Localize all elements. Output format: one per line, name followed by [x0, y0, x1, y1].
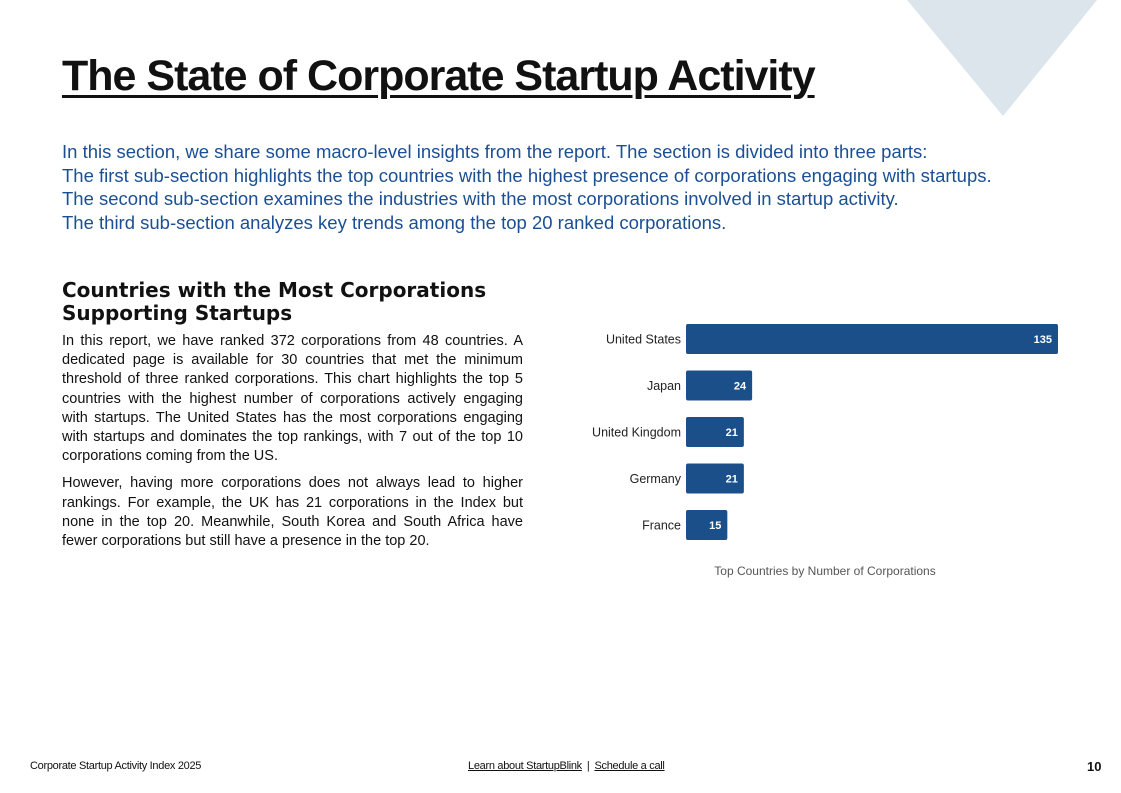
section-body: In this report, we have ranked 372 corpo…: [62, 332, 523, 559]
page-number: 10: [1087, 759, 1102, 774]
learn-about-startupblink-link[interactable]: Learn about StartupBlink: [468, 760, 582, 772]
category-label: Japan: [647, 379, 681, 393]
bar: [686, 370, 753, 401]
bar: [686, 324, 1058, 354]
footer-separator: |: [586, 760, 590, 772]
category-label: United Kingdom: [592, 426, 681, 440]
body-paragraph: In this report, we have ranked 372 corpo…: [62, 333, 523, 465]
bar-value-label: 135: [1034, 334, 1052, 346]
footer-report-name: Corporate Startup Activity Index 2025: [30, 760, 202, 772]
bar-value-label: 21: [726, 427, 738, 439]
bar: [686, 463, 744, 494]
bar-value-label: 15: [709, 520, 721, 532]
intro-line: The first sub-section highlights the top…: [62, 164, 992, 186]
schedule-call-link[interactable]: Schedule a call: [594, 760, 665, 772]
bar: [686, 510, 728, 540]
footer-links: Learn about StartupBlink | Schedule a call: [468, 760, 665, 772]
body-paragraph: However, having more corporations does n…: [62, 475, 523, 550]
intro-text: In this section, we share some macro-lev…: [62, 140, 1062, 234]
bar-value-label: 24: [734, 381, 747, 393]
section-heading: Countries with the Most Corporations Sup…: [62, 278, 487, 325]
intro-line: In this section, we share some macro-lev…: [62, 141, 928, 162]
category-label: United States: [606, 333, 681, 347]
page-title: The State of Corporate Startup Activity: [62, 52, 816, 100]
decorative-corner-triangle: [907, 0, 1097, 116]
countries-bar-chart: United States 135 Japan 24 United Kingdom 21 G…: [592, 324, 1058, 578]
bar: [686, 417, 744, 447]
intro-line: The second sub-section examines the indu…: [62, 188, 899, 209]
chart-title: Top Countries by Number of Corporations: [714, 564, 935, 578]
intro-line: The third sub-section analyzes key trend…: [62, 211, 727, 233]
bar-value-label: 21: [726, 474, 738, 486]
category-label: France: [642, 519, 681, 533]
category-label: Germany: [630, 472, 682, 486]
